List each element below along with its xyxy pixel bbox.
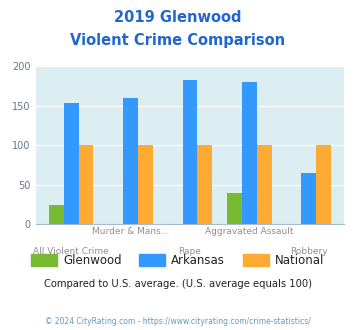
- Bar: [64, 103, 78, 224]
- Bar: [227, 193, 242, 224]
- Bar: [78, 145, 93, 224]
- Text: © 2024 CityRating.com - https://www.cityrating.com/crime-statistics/: © 2024 CityRating.com - https://www.city…: [45, 317, 310, 326]
- Bar: [138, 145, 153, 224]
- Bar: [49, 205, 64, 224]
- Bar: [123, 98, 138, 224]
- Legend: Glenwood, Arkansas, National: Glenwood, Arkansas, National: [26, 249, 329, 272]
- Text: 2019 Glenwood: 2019 Glenwood: [114, 10, 241, 25]
- Text: Robbery: Robbery: [290, 247, 328, 255]
- Text: All Violent Crime: All Violent Crime: [33, 247, 109, 255]
- Text: Violent Crime Comparison: Violent Crime Comparison: [70, 33, 285, 48]
- Bar: [197, 145, 212, 224]
- Bar: [257, 145, 272, 224]
- Text: Compared to U.S. average. (U.S. average equals 100): Compared to U.S. average. (U.S. average …: [44, 279, 311, 289]
- Text: Rape: Rape: [179, 247, 201, 255]
- Bar: [301, 173, 316, 224]
- Bar: [242, 82, 257, 224]
- Bar: [182, 80, 197, 224]
- Bar: [316, 145, 331, 224]
